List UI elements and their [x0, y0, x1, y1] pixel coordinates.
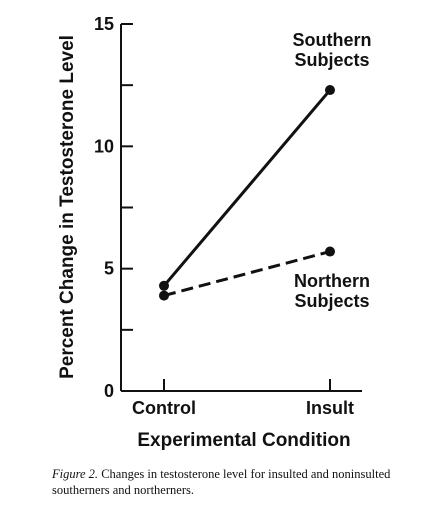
y-tick-label: 0 [104, 381, 114, 401]
series-label: Southern Subjects [293, 30, 372, 70]
y-axis-title: Percent Change in Testosterone Level [57, 35, 78, 379]
data-point [159, 290, 169, 301]
series-label-line: Subjects [294, 50, 369, 70]
x-tick-label: Insult [306, 398, 354, 418]
data-point [325, 246, 335, 257]
x-tick-label: Control [132, 398, 196, 418]
y-tick-label: 5 [104, 259, 114, 279]
figure-caption-label: Figure 2. [52, 467, 99, 481]
series-label-line: Northern [294, 271, 370, 291]
chart-axes [120, 24, 362, 392]
series-label: Northern Subjects [294, 271, 370, 311]
figure-caption: Figure 2. Changes in testosterone level … [52, 466, 427, 498]
data-point [159, 280, 169, 291]
series-line [163, 250, 331, 298]
y-tick-label: 15 [94, 14, 114, 34]
x-axis-ticks: Control Insult [132, 379, 354, 418]
series-line [162, 89, 332, 287]
y-axis-ticks: 0 5 10 15 [94, 14, 133, 401]
figure-caption-text: Changes in testosterone level for insult… [52, 467, 391, 497]
series-label-line: Subjects [294, 291, 369, 311]
x-axis-title: Experimental Condition [137, 430, 350, 451]
y-tick-label: 10 [94, 136, 114, 156]
data-point [325, 85, 335, 96]
series-label-line: Southern [293, 30, 372, 50]
